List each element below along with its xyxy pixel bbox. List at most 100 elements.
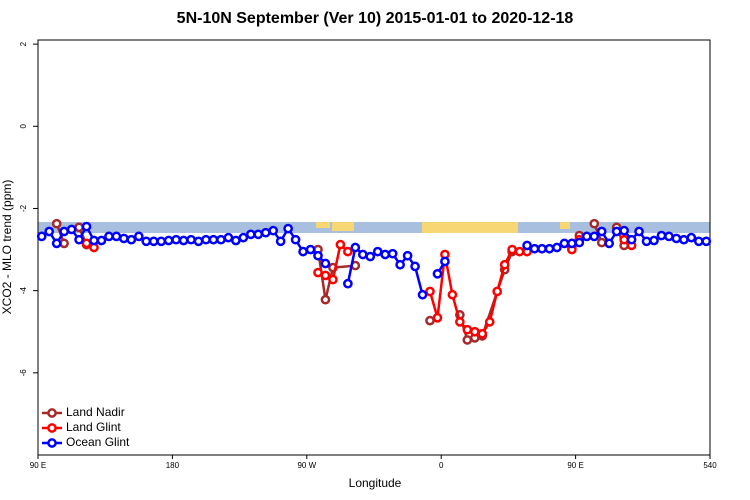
point	[171, 234, 181, 245]
point	[469, 326, 480, 337]
y-tick-label: 0	[19, 124, 28, 129]
point	[320, 270, 331, 281]
point	[462, 324, 473, 335]
point	[335, 239, 346, 250]
x-tick-label: 90 W	[297, 461, 316, 470]
point	[499, 259, 510, 270]
point	[432, 312, 443, 323]
point	[559, 238, 570, 249]
point	[328, 274, 338, 285]
y-tick-label: -6	[19, 369, 28, 377]
point	[290, 234, 301, 245]
point	[216, 234, 226, 245]
point	[440, 256, 450, 267]
point	[477, 328, 488, 339]
legend-label: Land Glint	[66, 420, 121, 434]
point	[44, 226, 55, 237]
point	[455, 317, 465, 327]
legend-marker	[47, 408, 57, 418]
legend-label: Land Nadir	[66, 405, 125, 419]
point	[425, 315, 435, 326]
point	[664, 231, 674, 242]
y-tick-label: 2	[19, 41, 28, 46]
point	[589, 218, 600, 229]
point	[178, 235, 189, 246]
point	[111, 231, 122, 242]
x-tick-label: 90 E	[30, 461, 46, 470]
point	[201, 234, 211, 245]
ocean-strip	[38, 222, 710, 233]
point	[380, 249, 391, 260]
point	[104, 231, 114, 242]
point	[395, 259, 405, 270]
point	[193, 236, 204, 247]
land-patch	[422, 222, 518, 233]
land-patch	[332, 222, 354, 231]
point	[544, 243, 555, 254]
point	[313, 267, 323, 278]
point	[208, 234, 219, 245]
point	[574, 237, 585, 248]
point	[141, 236, 152, 247]
land-patch	[560, 222, 570, 229]
point	[701, 236, 712, 247]
x-tick-label: 90 E	[567, 461, 583, 470]
point	[343, 246, 353, 257]
point	[231, 235, 241, 246]
x-tick-label: 180	[166, 461, 180, 470]
point	[268, 225, 279, 236]
point	[96, 235, 107, 246]
point	[81, 221, 92, 232]
point	[656, 230, 667, 241]
point	[81, 238, 92, 249]
chart-title: 5N-10N September (Ver 10) 2015-01-01 to …	[177, 10, 574, 27]
point	[320, 294, 331, 305]
point	[686, 232, 697, 243]
point	[529, 243, 540, 254]
point	[223, 232, 234, 243]
point	[119, 233, 129, 244]
point	[619, 225, 629, 236]
legend-label: Ocean Glint	[66, 435, 130, 449]
point	[410, 261, 420, 272]
point	[74, 222, 84, 233]
point	[59, 238, 69, 249]
point	[671, 233, 682, 244]
y-tick-label: -4	[19, 287, 28, 295]
point	[514, 246, 525, 257]
point	[649, 235, 659, 246]
point	[567, 238, 577, 249]
point	[641, 236, 652, 247]
point	[51, 238, 62, 249]
point	[552, 242, 562, 253]
point	[432, 268, 443, 279]
point	[365, 251, 376, 262]
point	[357, 249, 368, 260]
point	[343, 278, 353, 289]
point	[320, 258, 331, 269]
land-patch	[316, 222, 330, 228]
point	[417, 289, 428, 300]
x-tick-label: 540	[703, 461, 717, 470]
point	[350, 242, 361, 253]
y-axis-label: XCO2 - MLO trend (ppm)	[0, 180, 14, 315]
point	[298, 246, 308, 257]
point	[133, 231, 144, 242]
point	[66, 224, 77, 235]
point	[402, 250, 413, 261]
point	[238, 232, 249, 243]
point	[679, 234, 689, 245]
point	[36, 231, 47, 242]
point	[522, 240, 532, 251]
x-tick-label: 0	[439, 461, 444, 470]
point	[260, 227, 271, 238]
plot-frame	[37, 39, 711, 456]
point	[462, 335, 473, 345]
point	[245, 229, 256, 240]
point	[372, 246, 383, 257]
point	[492, 286, 503, 297]
point	[589, 231, 600, 242]
point	[581, 231, 592, 242]
point	[447, 289, 458, 300]
